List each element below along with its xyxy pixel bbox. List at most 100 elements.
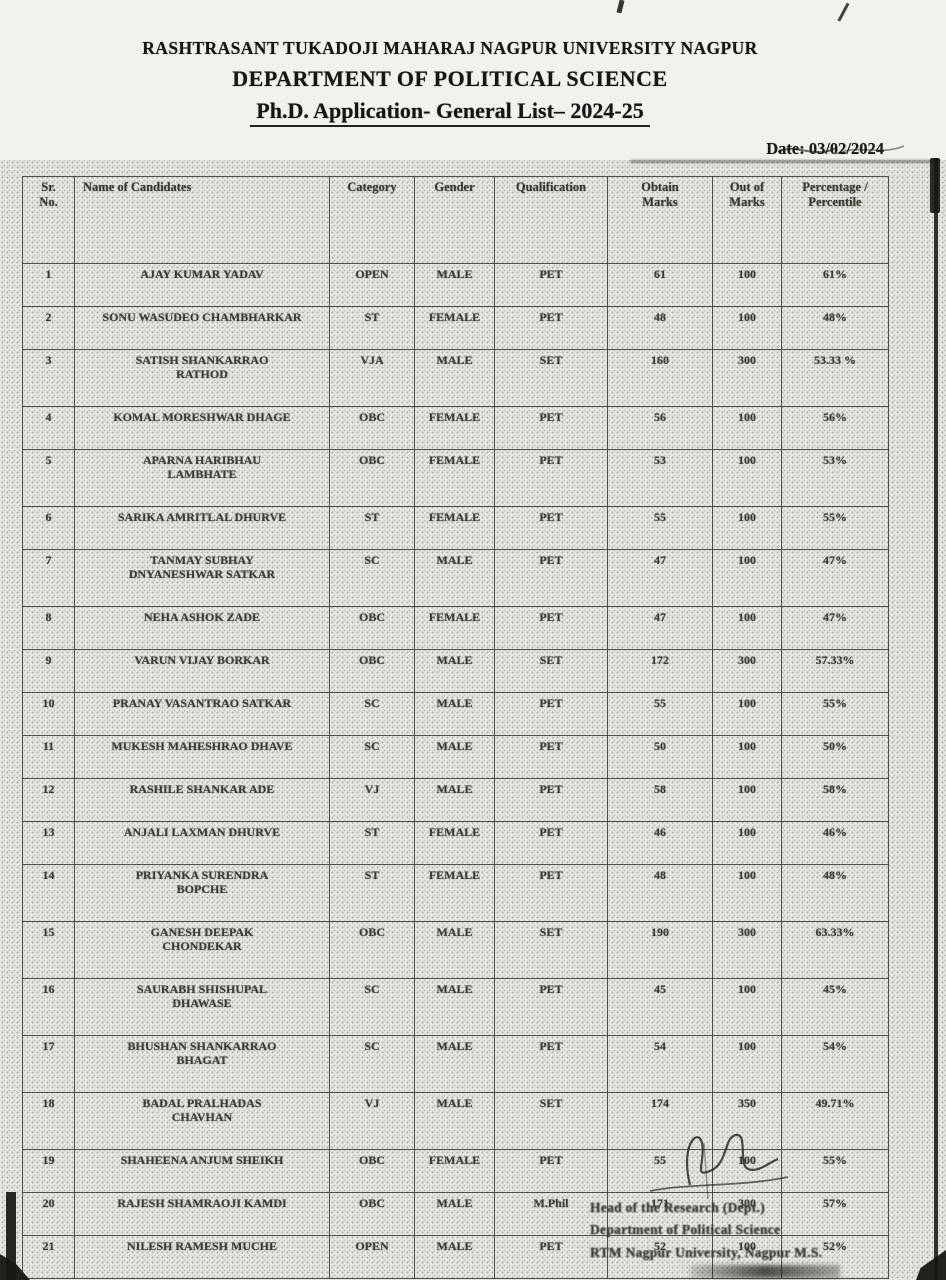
cell-obtain-marks: 160: [607, 349, 713, 407]
cell-sr-no: 18: [22, 1092, 75, 1150]
cell-sr-no: 10: [22, 692, 75, 736]
cell-category: SC: [329, 549, 415, 607]
scan-edge-bottom-left-artifact: [6, 1192, 16, 1280]
table-row: 8 NEHA ASHOK ZADE OBC FEMALE PET 47 100 …: [22, 606, 889, 650]
cell-gender: MALE: [414, 921, 495, 979]
cell-obtain-marks: 190: [607, 921, 713, 979]
table-row: 5 APARNA HARIBHAU LAMBHATE OBC FEMALE PE…: [22, 449, 889, 507]
cell-obtain-marks: 48: [607, 864, 713, 922]
office-stamp: Head of the Research (Dept.) Department …: [590, 1197, 930, 1264]
cell-category: ST: [329, 821, 415, 865]
scan-edge-right-top-artifact: [930, 158, 940, 213]
date-label: Date: 03/02/2024: [766, 139, 884, 158]
cell-sr-no: 16: [22, 978, 75, 1036]
table-row: 19 SHAHEENA ANJUM SHEIKH OBC FEMALE PET …: [22, 1149, 889, 1193]
cell-category: VJA: [329, 349, 415, 407]
cell-qualification: PET: [494, 978, 608, 1036]
cell-category: ST: [329, 864, 415, 922]
table-row: 18 BADAL PRALHADAS CHAVHAN VJ MALE SET 1…: [22, 1092, 889, 1150]
stamp-line-department: Department of Political Science: [590, 1222, 781, 1238]
cell-percentage: 45%: [781, 978, 889, 1036]
cell-sr-no: 8: [22, 606, 75, 650]
cell-percentage: 61%: [781, 263, 889, 307]
cell-obtain-marks: 56: [607, 406, 713, 450]
table-row: 15 GANESH DEEPAK CHONDEKAR OBC MALE SET …: [22, 921, 889, 979]
table-row: 10 PRANAY VASANTRAO SATKAR SC MALE PET 5…: [22, 692, 889, 736]
cell-sr-no: 15: [22, 921, 75, 979]
cell-category: OBC: [329, 449, 415, 507]
cell-obtain-marks: 46: [607, 821, 713, 865]
document-header: RASHTRASANT TUKADOJI MAHARAJ NAGPUR UNIV…: [0, 38, 900, 127]
cell-out-of-marks: 100: [712, 306, 782, 350]
cell-gender: MALE: [414, 1035, 495, 1093]
cell-category: VJ: [329, 1092, 415, 1150]
cell-out-of-marks: 300: [712, 349, 782, 407]
cell-candidate-name: NILESH RAMESH MUCHE: [74, 1235, 330, 1279]
stamp-line-university: RTM Nagpur University, Nagpur M.S.: [590, 1244, 823, 1260]
cell-candidate-name: SHAHEENA ANJUM SHEIKH: [74, 1149, 330, 1193]
cell-out-of-marks: 300: [712, 1192, 782, 1236]
cell-percentage: 47%: [781, 549, 889, 607]
cell-sr-no: 21: [22, 1235, 75, 1279]
cell-obtain-marks: 55: [607, 692, 713, 736]
cell-percentage: 57%: [781, 1192, 889, 1236]
scan-streak-artifact: [630, 160, 940, 163]
cell-candidate-name: BADAL PRALHADAS CHAVHAN: [74, 1092, 330, 1150]
cell-sr-no: 5: [22, 449, 75, 507]
cell-category: SC: [329, 978, 415, 1036]
cell-obtain-marks: 48: [607, 306, 713, 350]
cell-candidate-name: ANJALI LAXMAN DHURVE: [74, 821, 330, 865]
cell-percentage: 58%: [781, 778, 889, 822]
scan-slash-top-artifact: [837, 2, 850, 22]
cell-gender: MALE: [414, 649, 495, 693]
header-out-of-marks: Out of Marks: [712, 176, 782, 264]
cell-gender: MALE: [414, 263, 495, 307]
cell-candidate-name: SONU WASUDEO CHAMBHARKAR: [74, 306, 330, 350]
cell-qualification: PET: [494, 1235, 608, 1279]
cell-out-of-marks: 100: [712, 606, 782, 650]
cell-obtain-marks: 45: [607, 978, 713, 1036]
university-title: RASHTRASANT TUKADOJI MAHARAJ NAGPUR UNIV…: [142, 38, 758, 58]
cell-qualification: SET: [494, 1092, 608, 1150]
cell-qualification: PET: [494, 306, 608, 350]
cell-percentage: 47%: [781, 606, 889, 650]
cell-category: ST: [329, 306, 415, 350]
table-row: 17 BHUSHAN SHANKARRAO BHAGAT SC MALE PET…: [22, 1035, 889, 1093]
cell-out-of-marks: 300: [712, 921, 782, 979]
cell-gender: MALE: [414, 735, 495, 779]
cell-category: OBC: [329, 649, 415, 693]
cell-candidate-name: SATISH SHANKARRAO RATHOD: [74, 349, 330, 407]
scan-edge-right-artifact: [934, 158, 938, 1280]
cell-qualification: SET: [494, 921, 608, 979]
cell-sr-no: 12: [22, 778, 75, 822]
table-row: 14 PRIYANKA SURENDRA BOPCHE ST FEMALE PE…: [22, 864, 889, 922]
cell-gender: MALE: [414, 1192, 495, 1236]
cell-obtain-marks: 55: [607, 506, 713, 550]
cell-qualification: PET: [494, 1149, 608, 1193]
cell-out-of-marks: 100: [712, 406, 782, 450]
cell-candidate-name: RAJESH SHAMRAOJI KAMDI: [74, 1192, 330, 1236]
cell-obtain-marks: 61: [607, 263, 713, 307]
cell-candidate-name: TANMAY SUBHAY DNYANESHWAR SATKAR: [74, 549, 330, 607]
list-title: Ph.D. Application- General List– 2024-25: [250, 98, 650, 127]
cell-percentage: 53%: [781, 449, 889, 507]
cell-category: OBC: [329, 406, 415, 450]
cell-gender: FEMALE: [414, 1149, 495, 1193]
table-row: 6 SARIKA AMRITLAL DHURVE ST FEMALE PET 5…: [22, 506, 889, 550]
cell-percentage: 48%: [781, 306, 889, 350]
header-category: Category: [329, 176, 415, 264]
table-row: 7 TANMAY SUBHAY DNYANESHWAR SATKAR SC MA…: [22, 549, 889, 607]
cell-sr-no: 17: [22, 1035, 75, 1093]
cell-percentage: 49.71%: [781, 1092, 889, 1150]
cell-sr-no: 14: [22, 864, 75, 922]
cell-qualification: PET: [494, 1035, 608, 1093]
cell-out-of-marks: 100: [712, 735, 782, 779]
cell-obtain-marks: 172: [607, 649, 713, 693]
candidates-table: Sr. No. Name of Candidates Category Gend…: [22, 176, 889, 1279]
cell-candidate-name: BHUSHAN SHANKARRAO BHAGAT: [74, 1035, 330, 1093]
cell-percentage: 50%: [781, 735, 889, 779]
cell-candidate-name: VARUN VIJAY BORKAR: [74, 649, 330, 693]
cell-category: VJ: [329, 778, 415, 822]
table-row: 13 ANJALI LAXMAN DHURVE ST FEMALE PET 46…: [22, 821, 889, 865]
